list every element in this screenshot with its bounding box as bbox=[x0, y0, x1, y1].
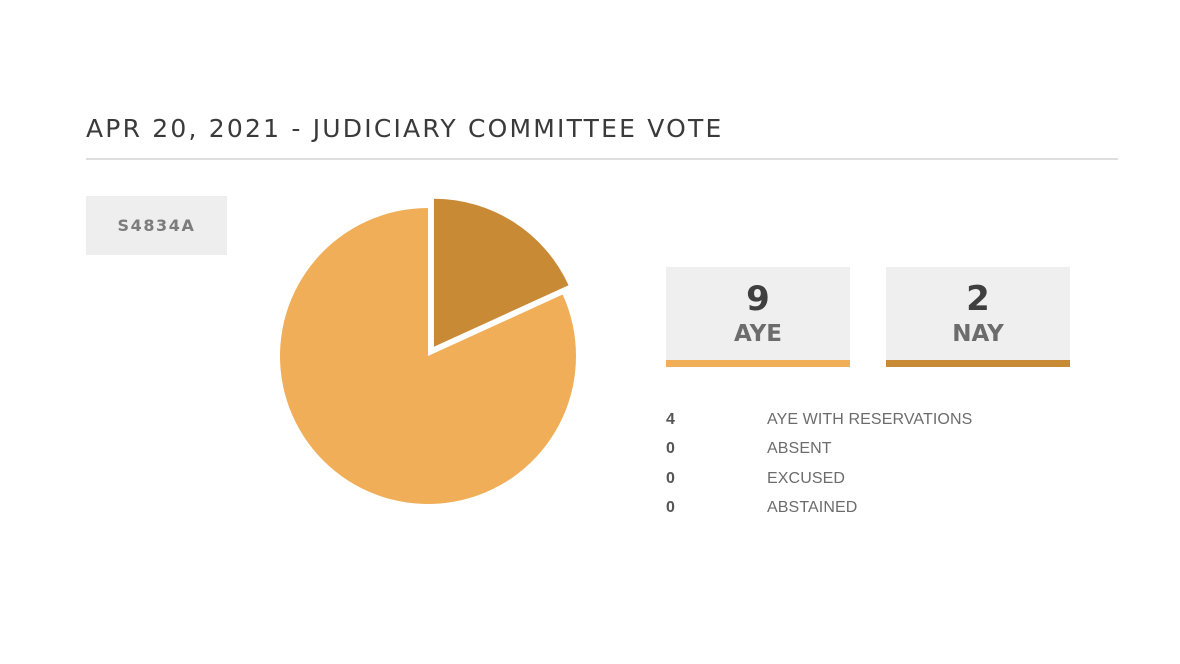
title-divider bbox=[86, 158, 1118, 160]
aye-count: 9 bbox=[746, 279, 770, 319]
breakdown-count: 4 bbox=[666, 410, 675, 428]
page-title: APR 20, 2021 - JUDICIARY COMMITTEE VOTE bbox=[86, 114, 724, 143]
nay-count: 2 bbox=[966, 279, 990, 319]
breakdown-count: 0 bbox=[666, 499, 675, 517]
nay-tally-card: 2 NAY bbox=[886, 267, 1070, 367]
vote-breakdown-list: 4 AYE WITH RESERVATIONS 0 ABSENT 0 EXCUS… bbox=[666, 405, 972, 523]
pie-slice-nay bbox=[433, 198, 569, 347]
aye-tally-card: 9 AYE bbox=[666, 267, 850, 367]
breakdown-count: 0 bbox=[666, 440, 675, 458]
bill-id-badge[interactable]: S4834A bbox=[86, 196, 227, 255]
breakdown-label: ABSTAINED bbox=[767, 499, 858, 517]
breakdown-label: AYE WITH RESERVATIONS bbox=[767, 410, 973, 428]
nay-label: NAY bbox=[952, 321, 1004, 347]
breakdown-row-excused: 0 EXCUSED bbox=[666, 464, 972, 494]
pie-slice-aye bbox=[280, 208, 576, 504]
breakdown-row-absent: 0 ABSENT bbox=[666, 435, 972, 465]
breakdown-label: EXCUSED bbox=[767, 469, 846, 487]
breakdown-label: ABSENT bbox=[767, 440, 832, 458]
vote-pie-chart bbox=[280, 198, 576, 504]
breakdown-row-aye-with-reservations: 4 AYE WITH RESERVATIONS bbox=[666, 405, 972, 435]
breakdown-count: 0 bbox=[666, 469, 675, 487]
aye-label: AYE bbox=[734, 321, 782, 347]
breakdown-row-abstained: 0 ABSTAINED bbox=[666, 494, 972, 524]
